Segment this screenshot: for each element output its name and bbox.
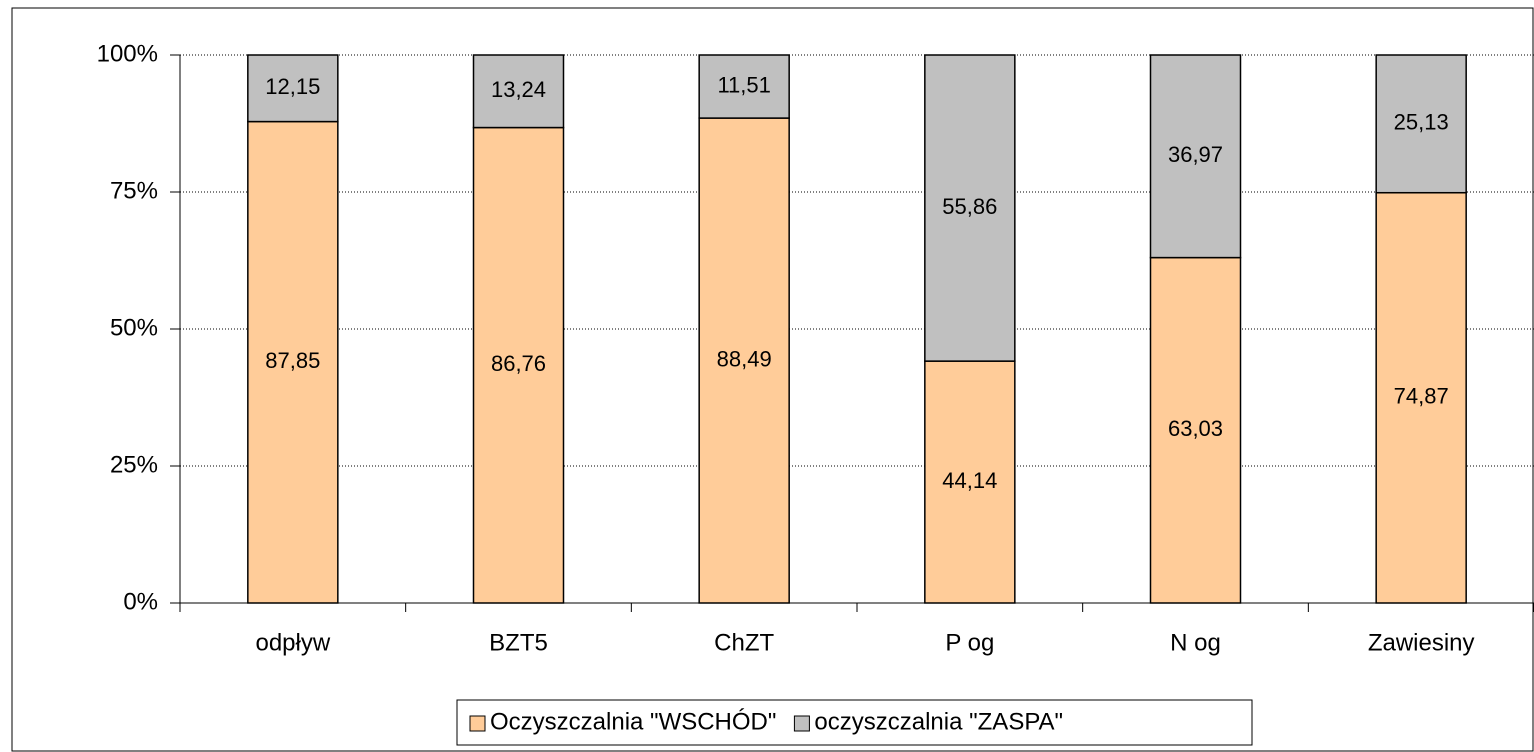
data-label: 25,13 xyxy=(1394,110,1449,135)
legend-swatch xyxy=(469,715,486,732)
bar-segment xyxy=(698,54,790,119)
bar-segment xyxy=(1375,54,1467,194)
y-tick-label: 75% xyxy=(110,177,158,204)
bar-segment xyxy=(472,54,565,129)
data-label: 87,85 xyxy=(265,348,320,373)
data-label: 74,87 xyxy=(1394,384,1449,409)
legend-label: Oczyszczalnia "WSCHÓD" xyxy=(490,708,776,735)
x-tick-label: BZT5 xyxy=(489,629,548,656)
data-label: 12,15 xyxy=(265,74,320,99)
data-label: 55,86 xyxy=(942,194,997,219)
data-label: 36,97 xyxy=(1168,142,1223,167)
bar-segment xyxy=(698,117,790,604)
bar-segment xyxy=(1149,54,1242,259)
x-tick-label: N og xyxy=(1170,629,1221,656)
y-tick-label: 100% xyxy=(97,40,158,67)
bar-segment xyxy=(472,126,565,604)
legend-label: oczyszczalnia "ZASPA" xyxy=(814,708,1063,735)
x-tick-label: odpływ xyxy=(255,629,330,656)
y-tick-label: 0% xyxy=(123,588,158,615)
bar-segment xyxy=(247,54,339,123)
data-label: 13,24 xyxy=(491,77,546,102)
x-tick-label: P og xyxy=(945,629,994,656)
bar-segment xyxy=(247,120,339,604)
bar-segment xyxy=(924,54,1016,362)
bar-segment xyxy=(1149,256,1242,604)
data-label: 44,14 xyxy=(942,468,997,493)
data-label: 11,51 xyxy=(717,72,770,97)
y-tick-label: 50% xyxy=(110,314,158,341)
bar-segment xyxy=(924,360,1016,604)
legend-box xyxy=(456,699,1253,746)
x-tick-label: ChZT xyxy=(714,629,774,656)
x-tick-label: Zawiesiny xyxy=(1368,629,1475,656)
bar-segment xyxy=(1375,191,1467,604)
legend-swatch xyxy=(793,715,810,732)
data-label: 88,49 xyxy=(717,346,772,371)
data-label: 63,03 xyxy=(1168,416,1223,441)
data-label: 86,76 xyxy=(491,351,546,376)
y-tick-label: 25% xyxy=(110,451,158,478)
